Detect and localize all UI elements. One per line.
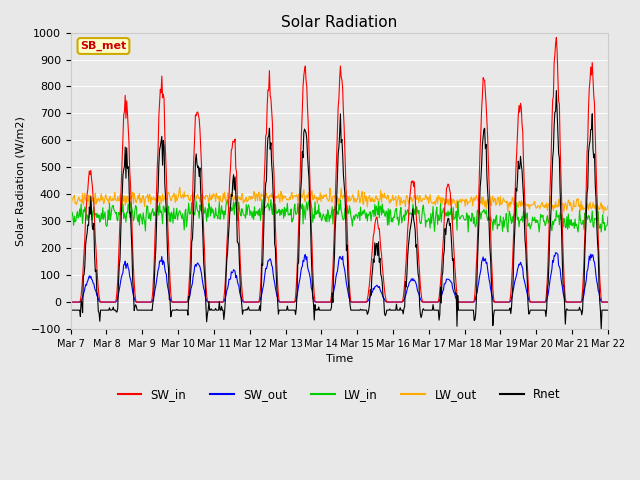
LW_in [132,203,140,208]
LW_out [421,196,429,202]
SW_out [132,299,140,304]
SW_out [604,299,612,305]
LW_in [186,211,194,217]
Line: SW_out: SW_out [70,253,608,302]
LW_out [132,199,140,204]
SW_out [77,299,84,305]
SW_out [404,283,412,289]
SW_in [420,299,428,305]
Title: Solar Radiation: Solar Radiation [281,15,397,30]
Rnet [132,302,140,308]
LW_in [465,229,472,235]
LW_in [421,212,429,217]
Rnet [597,326,605,332]
LW_in [604,214,612,220]
SW_in [552,35,560,40]
Y-axis label: Solar Radiation (W/m2): Solar Radiation (W/m2) [15,116,25,246]
LW_out [216,200,223,206]
Rnet [67,307,74,313]
LW_out [176,185,184,191]
Rnet [420,307,428,313]
X-axis label: Time: Time [326,354,353,364]
SW_out [67,299,74,305]
SW_in [215,299,223,305]
LW_out [600,211,607,216]
SW_out [215,299,223,305]
LW_in [216,200,223,205]
Rnet [77,313,84,319]
LW_in [405,212,413,218]
LW_out [67,196,74,202]
LW_in [198,197,206,203]
SW_out [552,250,560,256]
Legend: SW_in, SW_out, LW_in, LW_out, Rnet: SW_in, SW_out, LW_in, LW_out, Rnet [113,384,566,406]
LW_out [604,203,612,209]
Text: SB_met: SB_met [81,41,127,51]
LW_in [67,212,74,217]
Line: LW_in: LW_in [70,200,608,232]
SW_out [420,299,428,305]
LW_out [77,198,84,204]
SW_in [132,297,140,303]
Rnet [552,88,560,94]
LW_out [187,193,195,199]
SW_out [186,291,194,297]
LW_out [405,197,413,203]
SW_in [604,299,612,305]
SW_in [77,298,84,303]
Rnet [186,281,194,287]
Line: LW_out: LW_out [70,188,608,214]
Rnet [215,307,223,313]
Rnet [404,243,412,249]
Line: Rnet: Rnet [70,91,608,329]
Rnet [604,307,612,313]
SW_in [186,260,194,265]
SW_in [67,299,74,305]
SW_in [404,217,412,223]
Line: SW_in: SW_in [70,37,608,302]
LW_in [77,214,84,220]
